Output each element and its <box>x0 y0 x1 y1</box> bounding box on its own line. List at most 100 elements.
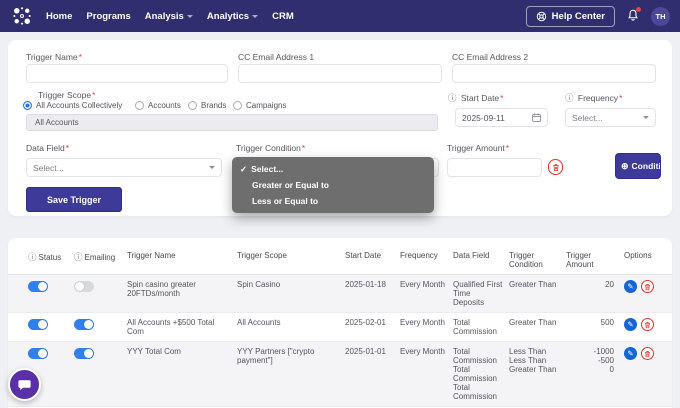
trigger-name-input[interactable] <box>26 64 228 83</box>
dropdown-option-greater-or-equal[interactable]: Greater or Equal to <box>252 180 329 190</box>
dropdown-option-select[interactable]: ✓ Select... <box>240 164 284 174</box>
trash-icon <box>645 283 650 290</box>
trash-icon <box>645 350 650 357</box>
cc-email-1-input[interactable] <box>238 64 442 83</box>
brand-logo-icon <box>13 7 31 25</box>
trigger-amount-input[interactable] <box>447 158 542 177</box>
trigger-name-label: Trigger Name* <box>26 52 82 62</box>
top-navbar: Home Programs Analysis Analytics CRM Hel… <box>0 0 680 32</box>
start-date-value: 2025-01-01 <box>345 347 386 356</box>
table-header-row: ⓘ Status ⓘ Emailing Trigger Name Trigger S… <box>8 238 672 275</box>
emailing-toggle[interactable] <box>74 319 94 330</box>
chevron-down-icon <box>252 14 259 18</box>
trigger-condition-value: Greater Than <box>509 318 557 327</box>
nav-item-analysis[interactable]: Analysis <box>145 11 193 22</box>
trigger-amount-label: Trigger Amount* <box>447 143 510 153</box>
required-asterisk: * <box>78 52 82 62</box>
info-icon: ⓘ <box>448 93 457 103</box>
cc-email-2-label: CC Email Address 2 <box>452 52 529 62</box>
data-field-select[interactable]: Select... <box>26 158 222 177</box>
start-date-value: 2025-01-18 <box>345 280 386 289</box>
radio-icon <box>188 101 197 110</box>
frequency-value: Every Month <box>400 347 445 356</box>
brand-logo[interactable] <box>10 4 34 28</box>
trigger-amount-value: -1000 -500 0 <box>593 347 614 374</box>
edit-trigger-button[interactable]: ✎ <box>624 318 637 331</box>
delete-trigger-button[interactable] <box>641 318 654 331</box>
chevron-down-icon <box>209 166 215 169</box>
header-emailing: ⓘ Emailing <box>74 252 116 262</box>
lifebuoy-icon <box>536 11 546 21</box>
remove-condition-button[interactable] <box>548 159 563 175</box>
frequency-select[interactable]: Select... <box>565 108 656 127</box>
scope-value-display: All Accounts <box>26 114 438 131</box>
data-field-value: Qualified First Time Deposits <box>453 280 503 307</box>
header-start-date: Start Date <box>345 251 382 260</box>
info-icon: ⓘ <box>28 252 37 262</box>
user-avatar[interactable]: TH <box>651 6 670 26</box>
chat-widget-button[interactable] <box>8 368 41 401</box>
main-nav: Home Programs Analysis Analytics CRM <box>46 11 294 22</box>
table-row: All Accounts +$500 Total Com All Account… <box>8 313 672 342</box>
dropdown-option-less-or-equal[interactable]: Less or Equal to <box>252 196 319 206</box>
data-field-value: Total Commission Total Commission Total … <box>453 347 498 401</box>
cc-email-2-input[interactable] <box>452 64 656 83</box>
trigger-name-value: Spin casino greater 20FTDs/month <box>127 280 196 298</box>
trigger-scope-label: Trigger Scope* <box>38 90 96 100</box>
chevron-down-icon <box>643 116 649 119</box>
radio-selected-icon <box>23 101 32 110</box>
trigger-condition-dropdown: ✓ Select... Greater or Equal to Less or E… <box>232 157 434 213</box>
data-field-value: Total Commission <box>453 318 498 336</box>
header-status: ⓘ Status <box>28 252 62 262</box>
check-icon: ✓ <box>240 164 248 174</box>
trigger-amount-value: 20 <box>605 280 614 289</box>
bell-icon <box>628 9 638 21</box>
scope-radio-all-accounts-collectively[interactable]: All Accounts Collectively <box>23 101 122 110</box>
status-toggle[interactable] <box>28 348 48 359</box>
info-icon: ⓘ <box>74 252 83 262</box>
delete-trigger-button[interactable] <box>641 280 654 293</box>
edit-trigger-button[interactable]: ✎ <box>624 347 637 360</box>
emailing-toggle[interactable] <box>74 348 94 359</box>
frequency-value: Every Month <box>400 318 445 327</box>
notifications-bell[interactable] <box>626 7 641 24</box>
start-date-value: 2025-02-01 <box>345 318 386 327</box>
header-frequency: Frequency <box>400 251 438 260</box>
pencil-icon: ✎ <box>627 320 634 329</box>
data-field-label: Data Field* <box>26 143 70 153</box>
header-options: Options <box>624 251 652 260</box>
header-trigger-condition: Trigger Condition <box>509 251 543 269</box>
cc-email-1-label: CC Email Address 1 <box>238 52 315 62</box>
table-row: YYY Total Com YYY Partners ["crypto paym… <box>8 342 672 407</box>
required-asterisk: * <box>505 143 510 153</box>
nav-item-analytics[interactable]: Analytics <box>207 11 259 22</box>
scope-radio-campaigns[interactable]: Campaigns <box>233 101 286 110</box>
nav-item-programs[interactable]: Programs <box>86 10 131 22</box>
help-center-button[interactable]: Help Center <box>525 5 615 27</box>
edit-trigger-button[interactable]: ✎ <box>624 280 637 293</box>
delete-trigger-button[interactable] <box>641 347 654 360</box>
save-trigger-button[interactable]: Save Trigger <box>26 187 122 212</box>
header-trigger-name: Trigger Name <box>127 251 176 260</box>
trash-icon <box>645 321 650 328</box>
status-toggle[interactable] <box>28 281 48 292</box>
emailing-toggle[interactable] <box>74 281 94 292</box>
trigger-scope-value: Spin Casino <box>237 280 281 289</box>
nav-item-home[interactable]: Home <box>46 10 73 22</box>
chat-bubble-icon <box>18 380 31 391</box>
trigger-form-card: Trigger Name* CC Email Address 1 CC Emai… <box>8 40 672 216</box>
status-toggle[interactable] <box>28 319 48 330</box>
start-date-label: ⓘ Start Date* <box>448 93 504 103</box>
chevron-down-icon <box>186 14 193 18</box>
nav-item-crm[interactable]: CRM <box>272 10 294 22</box>
scope-radio-brands[interactable]: Brands <box>188 101 226 110</box>
add-condition-button[interactable]: ⊕ Condition <box>615 153 661 179</box>
table-row: Spin casino greater 20FTDs/month Spin Ca… <box>8 275 672 313</box>
start-date-input[interactable]: 2025-09-11 <box>455 108 548 127</box>
pencil-icon: ✎ <box>627 349 634 358</box>
required-asterisk: * <box>619 93 623 103</box>
required-asterisk: * <box>65 143 70 153</box>
trigger-scope-value: YYY Partners ["crypto payment"] <box>237 347 315 365</box>
pencil-icon: ✎ <box>627 282 634 291</box>
scope-radio-accounts[interactable]: Accounts <box>135 101 181 110</box>
